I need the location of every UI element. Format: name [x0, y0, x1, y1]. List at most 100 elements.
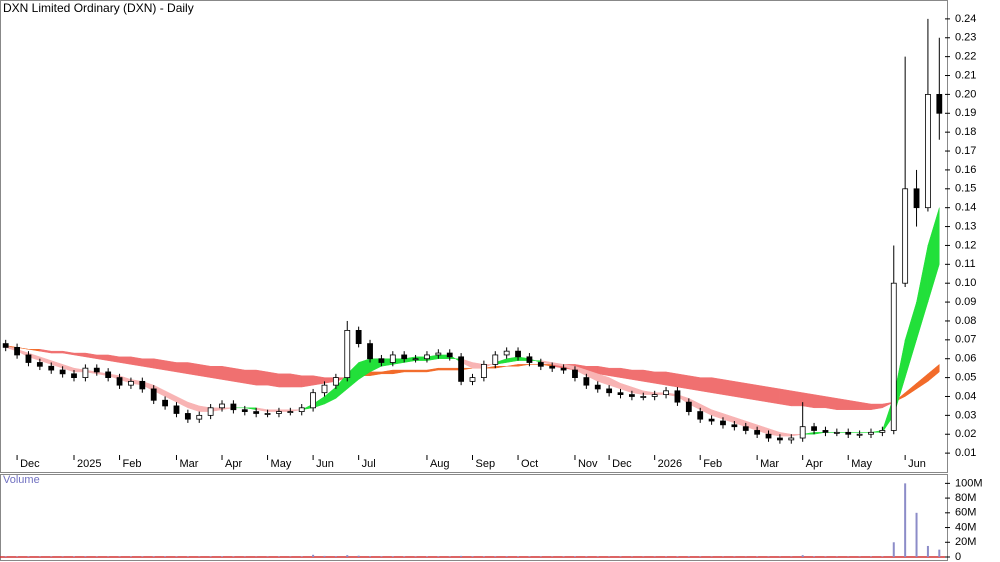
- volume-bar: [380, 556, 383, 557]
- ma-ribbon: [927, 207, 940, 303]
- x-tick-label: Apr: [225, 458, 242, 470]
- volume-bar: [27, 556, 30, 557]
- candle-body: [139, 380, 146, 390]
- y-tick-label: 0.22: [955, 51, 976, 63]
- y-tick-label: 0.01: [955, 447, 976, 459]
- ma-ribbon: [779, 432, 792, 437]
- candle-body: [310, 392, 317, 409]
- y-tick-label: 0.23: [955, 32, 976, 44]
- volume-bar: [312, 554, 315, 557]
- y-tick-label: 80M: [955, 492, 976, 504]
- volume-bar: [369, 556, 372, 557]
- volume-bar: [4, 556, 7, 557]
- ma-ribbon: [187, 401, 200, 412]
- candle-body: [93, 367, 100, 373]
- y-tick-label: 0.02: [955, 428, 976, 440]
- ma-ribbon: [791, 390, 803, 407]
- ma-ribbon: [916, 373, 929, 390]
- y-tick-label: 0.07: [955, 334, 976, 346]
- y-tick-label: 0.24: [955, 13, 976, 25]
- volume-bar: [494, 556, 497, 557]
- ma-ribbon: [688, 375, 701, 392]
- y-tick-label: 0.21: [955, 69, 976, 81]
- ma-ribbon: [142, 358, 154, 369]
- volume-bar: [881, 556, 884, 557]
- x-tick-label: Jul: [362, 458, 376, 470]
- candle-body: [868, 431, 874, 435]
- ma-ribbon: [620, 367, 633, 380]
- volume-bar: [334, 556, 337, 557]
- volume-bar: [892, 542, 895, 557]
- x-tick-label: May: [271, 458, 292, 470]
- x-tick-label: Apr: [806, 458, 823, 470]
- ma-ribbon: [438, 367, 450, 371]
- ma-ribbon: [301, 375, 314, 388]
- volume-bar: [164, 556, 167, 557]
- candle-body: [401, 354, 408, 360]
- y-tick-label: 0.03: [955, 409, 976, 421]
- ma-ribbon: [620, 382, 633, 394]
- ma-ribbon: [290, 373, 302, 388]
- candle-body: [902, 188, 909, 284]
- ma-ribbon: [85, 352, 98, 360]
- volume-bar: [209, 556, 212, 557]
- candle-body: [446, 352, 453, 358]
- ma-ribbon: [631, 386, 644, 395]
- y-tick-label: 0.16: [955, 164, 976, 176]
- ma-ribbon: [62, 350, 75, 356]
- y-tick-label: 40M: [955, 521, 976, 533]
- candle-body: [515, 350, 521, 358]
- candle-body: [720, 420, 726, 426]
- ma-ribbon: [495, 366, 507, 369]
- y-tick-label: 0.11: [955, 258, 976, 270]
- volume-panel: [0, 474, 948, 561]
- candle-body: [105, 371, 112, 379]
- ma-ribbon: [164, 360, 177, 373]
- candle-body: [59, 369, 66, 375]
- ma-ribbon: [392, 369, 405, 375]
- candle-body: [196, 414, 203, 420]
- volume-bar: [357, 555, 360, 557]
- ma-ribbon: [107, 354, 120, 363]
- ma-ribbon: [369, 371, 382, 377]
- candle-body: [560, 367, 567, 371]
- ma-ribbon: [859, 401, 872, 410]
- candle-body: [606, 388, 613, 394]
- ma-ribbon: [643, 369, 655, 384]
- ma-ribbon: [825, 396, 838, 410]
- candle-body: [344, 329, 351, 378]
- candle-body: [14, 346, 20, 356]
- ma-ribbon: [916, 245, 929, 340]
- candle-body: [549, 365, 556, 369]
- ma-ribbon: [722, 379, 735, 397]
- y-tick-label: 0.09: [955, 296, 976, 308]
- ma-ribbon: [734, 381, 747, 399]
- ma-ribbon: [267, 371, 280, 388]
- candle-body: [492, 354, 499, 365]
- candle-body: [162, 399, 168, 407]
- y-tick-label: 100M: [955, 477, 983, 489]
- volume-bar: [84, 556, 87, 557]
- ma-ribbon: [415, 369, 428, 373]
- y-tick-label: 0.19: [955, 107, 976, 119]
- candle-body: [332, 377, 339, 386]
- candle-body: [128, 380, 134, 386]
- y-tick-label: 0.12: [955, 239, 976, 251]
- ma-ribbon: [699, 377, 712, 393]
- volume-bar: [437, 556, 440, 557]
- ma-ribbon: [130, 356, 143, 367]
- ma-ribbon: [904, 382, 917, 397]
- ma-ribbon: [711, 377, 724, 395]
- x-tick-label: Dec: [20, 458, 40, 470]
- candle-body: [2, 343, 9, 348]
- volume-bar: [813, 556, 816, 557]
- x-tick-label: 2025: [77, 458, 101, 470]
- y-tick-label: 0.04: [955, 390, 976, 402]
- candle-body: [355, 329, 362, 345]
- candle-body: [537, 362, 544, 367]
- ma-ribbon: [927, 363, 940, 382]
- candle-body: [822, 430, 829, 433]
- ma-ribbon: [96, 354, 109, 361]
- y-tick-label: 0.15: [955, 183, 976, 195]
- volume-bar: [323, 555, 326, 557]
